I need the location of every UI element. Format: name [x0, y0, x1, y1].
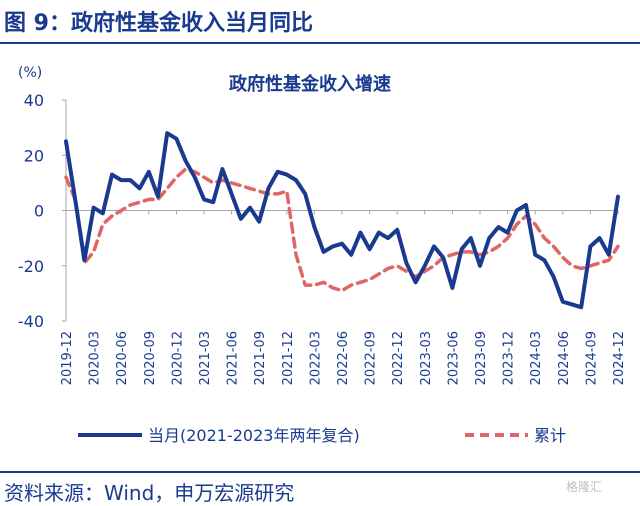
x-tick-label: 2024-12	[612, 331, 627, 385]
y-tick-label: -20	[18, 257, 44, 276]
x-tick-label: 2019-12	[60, 331, 75, 385]
y-axis-unit-label: (%)	[18, 65, 42, 81]
series-line-monthly	[64, 131, 620, 310]
figure-header: 图 9：政府性基金收入当月同比	[0, 0, 640, 44]
source-note: 资料来源：Wind，申万宏源研究	[4, 481, 295, 505]
axes: 40 20 0 -20 -40 2019-12 2020-03 2020-06 2020-09 2…	[18, 91, 627, 385]
watermark-logo: 格隆汇	[566, 480, 603, 494]
header-divider	[0, 42, 640, 44]
x-tick-label: 2020-03	[88, 331, 103, 385]
x-tick-label: 2020-09	[143, 331, 158, 385]
x-tick-label: 2022-03	[308, 331, 323, 385]
x-tick-label: 2024-09	[584, 331, 599, 385]
x-tick-label: 2022-09	[364, 331, 379, 385]
x-tick-label: 2021-09	[253, 331, 268, 385]
x-tick-label: 2020-06	[115, 331, 130, 385]
figure-title: 图 9：政府性基金收入当月同比	[4, 11, 313, 36]
x-tick-label: 2024-03	[529, 331, 544, 385]
y-tick-label: 20	[24, 146, 44, 165]
y-tick-label: 0	[34, 202, 44, 221]
series-line-cumulative	[64, 167, 620, 293]
chart-title: 政府性基金收入增速	[229, 73, 391, 95]
x-tick-label: 2023-03	[419, 331, 434, 385]
x-tick-label: 2023-09	[474, 331, 489, 385]
x-tick-label: 2021-03	[198, 331, 213, 385]
x-tick-label: 2020-12	[170, 331, 185, 385]
x-tick-label: 2022-12	[391, 331, 406, 385]
y-tick-label: -40	[18, 312, 44, 331]
x-tick-label: 2023-06	[446, 331, 461, 385]
x-tick-label: 2024-06	[557, 331, 572, 385]
y-tick-label: 40	[24, 91, 44, 110]
x-tick-label: 2023-12	[502, 331, 517, 385]
footer-divider	[0, 471, 640, 473]
line-chart: 政府性基金收入增速 (%) 40 20 0 -20 -40 2019-12 2020-03 2…	[18, 65, 627, 445]
legend: 当月(2021-2023年两年复合) 累计	[78, 426, 566, 445]
x-tick-label: 2021-12	[281, 331, 296, 385]
x-tick-label: 2021-06	[226, 331, 241, 385]
x-tick-label: 2022-06	[336, 331, 351, 385]
legend-label-monthly: 当月(2021-2023年两年复合)	[148, 426, 360, 445]
series-layer	[64, 131, 620, 310]
legend-label-cumulative: 累计	[534, 426, 566, 445]
